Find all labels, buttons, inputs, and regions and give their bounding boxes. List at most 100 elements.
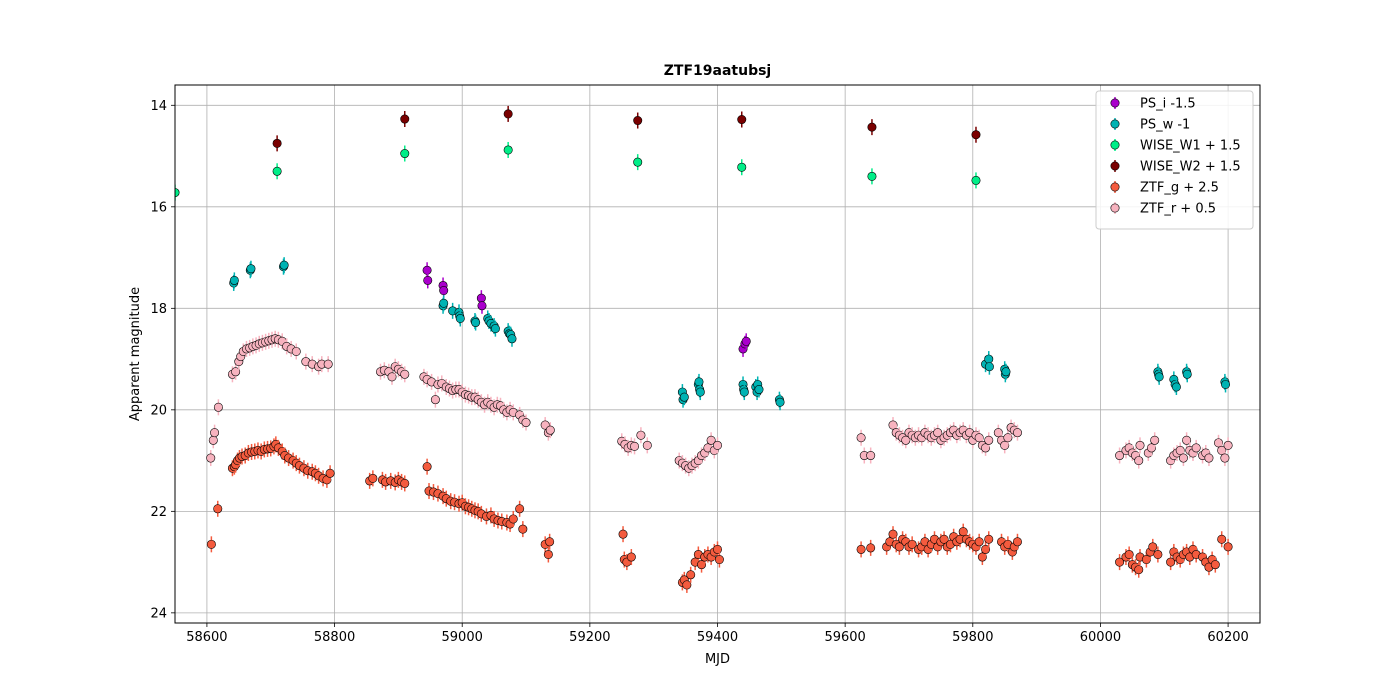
data-point [981, 443, 991, 453]
data-point [1217, 445, 1227, 455]
data-point [636, 430, 646, 440]
legend-item: WISE_W2 + 1.5 [1110, 160, 1241, 175]
data-point [888, 420, 898, 430]
data-point [387, 372, 397, 382]
data-point [368, 473, 378, 483]
data-point [518, 524, 528, 534]
data-point [754, 385, 764, 395]
data-point [1147, 443, 1157, 453]
x-tick-label: 59200 [569, 630, 610, 645]
data-point [231, 367, 241, 377]
data-point [1182, 435, 1192, 445]
data-point [737, 115, 747, 125]
x-tick-label: 59400 [697, 630, 738, 645]
data-point [503, 145, 513, 155]
x-tick-label: 60200 [1207, 630, 1248, 645]
data-point [901, 435, 911, 445]
legend-label: ZTF_r + 0.5 [1140, 202, 1216, 217]
data-point [1134, 456, 1144, 466]
data-point [984, 534, 994, 544]
data-point [682, 580, 692, 590]
data-point [477, 301, 487, 311]
data-point [866, 451, 876, 461]
x-axis-label: MJD [705, 652, 730, 667]
legend-item: ZTF_r + 0.5 [1110, 202, 1216, 217]
data-point [507, 334, 517, 344]
data-point [633, 116, 643, 126]
data-point [1153, 549, 1163, 559]
legend-label: PS_w -1 [1140, 118, 1190, 133]
x-tick-label: 60000 [1080, 630, 1121, 645]
data-point [977, 552, 987, 562]
data-point [279, 260, 289, 270]
data-point [515, 504, 525, 514]
data-point [208, 435, 218, 445]
data-point [1214, 438, 1224, 448]
data-point [543, 549, 553, 559]
data-point [213, 504, 223, 514]
data-point [1135, 440, 1145, 450]
legend-item: ZTF_g + 2.5 [1110, 181, 1219, 196]
data-point [1182, 369, 1192, 379]
data-point [971, 175, 981, 185]
data-point [229, 275, 239, 285]
data-point [545, 537, 555, 547]
data-point [1141, 555, 1151, 565]
y-tick-label: 20 [150, 403, 167, 418]
data-point [856, 544, 866, 554]
data-point [291, 346, 301, 356]
data-point [272, 138, 282, 148]
data-point [423, 275, 433, 285]
data-point [679, 392, 689, 402]
x-tick-label: 59600 [824, 630, 865, 645]
legend-item: PS_i -1.5 [1110, 97, 1196, 112]
data-point [210, 428, 220, 438]
data-point [618, 529, 628, 539]
data-point [400, 478, 410, 488]
series-2 [175, 141, 981, 201]
data-point [958, 527, 968, 537]
legend: PS_i -1.5 PS_w -1 WISE_W1 + 1.5 WISE_W2 + 1… [1095, 90, 1254, 230]
axis-ticks: 58600 58800 59000 59200 59400 59600 59800 60000… [150, 99, 1248, 645]
data-point [984, 435, 994, 445]
y-axis-label: Apparent magnitude [128, 287, 143, 421]
data-point [1175, 445, 1185, 455]
data-point [1178, 453, 1188, 463]
x-tick-label: 59000 [442, 630, 483, 645]
data-point [1124, 549, 1134, 559]
data-point [974, 433, 984, 443]
y-tick-label: 16 [150, 200, 167, 215]
legend-label: WISE_W2 + 1.5 [1140, 160, 1241, 175]
legend-box [1095, 90, 1254, 230]
data-point [686, 570, 696, 580]
data-point [981, 544, 991, 554]
data-point [246, 264, 256, 274]
data-point [213, 402, 223, 412]
series-5 [206, 330, 1233, 477]
series-4 [206, 436, 1233, 593]
legend-label: ZTF_g + 2.5 [1140, 181, 1219, 196]
data-point [984, 362, 994, 372]
data-point [206, 453, 216, 463]
data-point [422, 462, 432, 472]
data-point [545, 425, 555, 435]
data-point [737, 162, 747, 172]
data-point [323, 359, 333, 369]
data-point [633, 157, 643, 167]
data-point [1171, 382, 1181, 392]
legend-marker [1110, 203, 1120, 213]
legend-marker [1110, 119, 1120, 129]
data-point [775, 397, 785, 407]
data-point [1003, 433, 1013, 443]
data-point [971, 130, 981, 140]
data-point [439, 298, 449, 308]
data-point [1166, 557, 1176, 567]
legend-marker [1110, 140, 1120, 150]
y-tick-label: 22 [150, 505, 167, 520]
data-point [439, 286, 449, 296]
chart-title: ZTF19aatubsj [664, 63, 771, 79]
data-point [714, 555, 724, 565]
data-point [455, 313, 465, 323]
data-point [867, 171, 877, 181]
y-tick-label: 14 [150, 99, 167, 114]
